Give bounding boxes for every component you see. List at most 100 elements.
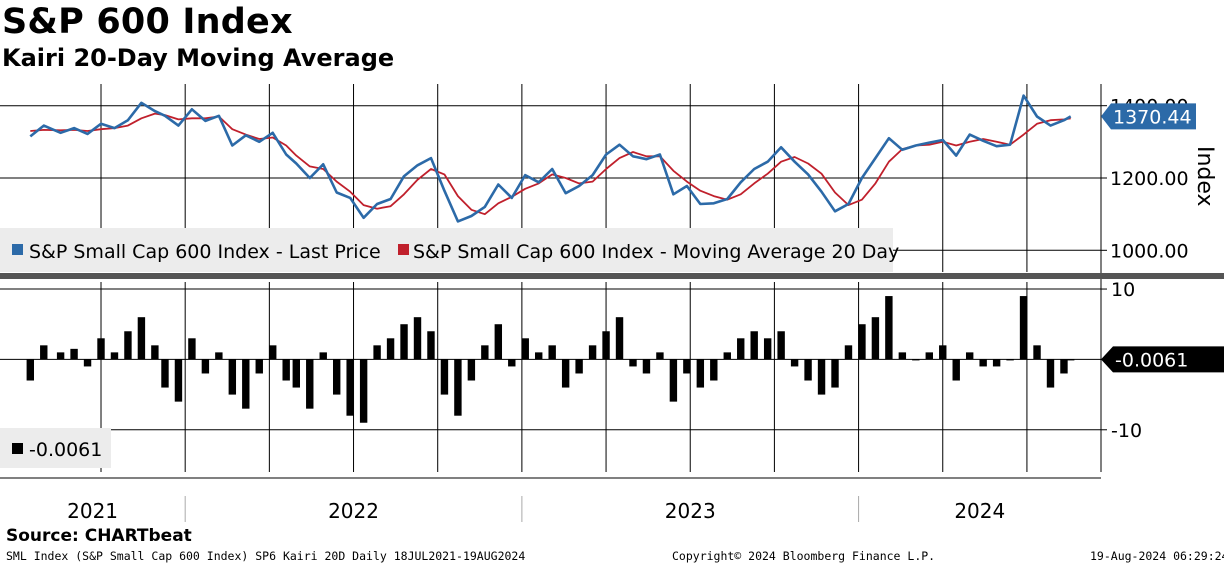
kairi-bar — [696, 359, 705, 388]
x-year-label: 2021 — [67, 499, 118, 523]
y-tick-label-top: 1200.00 — [1110, 168, 1189, 190]
kairi-bar — [561, 359, 570, 388]
kairi-bar — [467, 359, 476, 381]
kairi-bar — [242, 359, 250, 409]
last-kairi-tag — [1101, 346, 1224, 373]
chart-subtitle: Kairi 20-Day Moving Average — [2, 44, 395, 72]
kairi-bar — [188, 338, 196, 360]
last-kairi-label: -0.0061 — [1115, 349, 1188, 371]
kairi-bar — [386, 338, 395, 360]
kairi-bar — [871, 317, 880, 360]
kairi-bar — [151, 345, 159, 360]
kairi-bar — [898, 352, 907, 360]
kairi-bar — [440, 359, 449, 395]
kairi-bar — [831, 359, 839, 388]
legend-label-kairi: -0.0061 — [29, 439, 102, 461]
kairi-bar — [1060, 359, 1068, 374]
legend-label-ma: S&P Small Cap 600 Index - Moving Average… — [413, 241, 899, 263]
kairi-bar — [521, 338, 529, 360]
kairi-bar — [228, 359, 237, 395]
kairi-bar — [269, 345, 277, 360]
kairi-bar — [925, 352, 933, 360]
kairi-bar — [124, 331, 132, 360]
kairi-bar — [359, 359, 368, 423]
kairi-bar — [26, 359, 35, 381]
y-tick-label-top: 1000.00 — [1110, 240, 1189, 262]
kairi-bar — [763, 338, 772, 360]
kairi-bar — [817, 359, 826, 395]
kairi-bar — [535, 352, 543, 360]
x-year-label: 2024 — [954, 499, 1005, 523]
moving-average-line — [30, 112, 1071, 216]
kairi-bar — [575, 359, 583, 374]
kairi-bar — [1046, 359, 1055, 388]
price-line — [29, 94, 1072, 223]
kairi-bar — [373, 345, 381, 360]
legend-swatch-price — [12, 244, 23, 255]
kairi-bar — [858, 324, 866, 360]
kairi-bar — [292, 359, 300, 388]
kairi-bar — [427, 331, 435, 360]
kairi-bar — [939, 345, 947, 360]
kairi-bar — [629, 359, 637, 367]
kairi-bar — [1033, 345, 1041, 360]
kairi-bar — [710, 359, 718, 381]
kairi-bar — [110, 352, 119, 360]
kairi-bar — [481, 345, 489, 360]
kairi-bar — [683, 359, 691, 374]
kairi-bar — [97, 338, 105, 360]
y-tick-label-bottom: 10 — [1111, 279, 1135, 301]
kairi-bar — [282, 359, 290, 381]
kairi-bar — [588, 345, 597, 360]
chart-title: S&P 600 Index — [2, 2, 293, 42]
legend-top — [0, 228, 893, 272]
last-price-label: 1370.44 — [1113, 106, 1192, 128]
kairi-bar — [656, 352, 664, 360]
kairi-bar — [201, 359, 210, 374]
kairi-bar — [602, 331, 610, 360]
kairi-bar — [979, 359, 987, 367]
kairi-bar — [255, 359, 263, 374]
kairi-bar — [1006, 359, 1014, 361]
kairi-bar — [161, 359, 169, 388]
kairi-bar — [737, 338, 745, 360]
kairi-bar — [885, 296, 893, 360]
kairi-bar — [642, 359, 651, 374]
last-price-tag — [1101, 103, 1196, 130]
footer-copyright: Copyright© 2024 Bloomberg Finance L.P. — [672, 549, 936, 563]
source-note: Source: CHARTbeat — [6, 526, 192, 546]
y-tick-label-bottom: -10 — [1111, 420, 1142, 442]
kairi-bar — [215, 352, 223, 360]
kairi-bar — [508, 359, 516, 367]
kairi-bar — [844, 345, 853, 360]
kairi-bar — [790, 359, 799, 367]
kairi-bar — [56, 352, 65, 360]
footer-left: SML Index (S&P Small Cap 600 Index) SP6 … — [6, 549, 526, 563]
kairi-bar — [346, 359, 354, 416]
kairi-bar — [723, 352, 731, 360]
y-axis-title: Index — [1192, 146, 1217, 207]
kairi-bar — [494, 324, 503, 360]
kairi-bar — [804, 359, 812, 381]
kairi-bar — [454, 359, 462, 416]
legend-swatch-ma — [398, 244, 409, 255]
kairi-bar — [912, 359, 920, 361]
kairi-bar — [669, 359, 678, 402]
kairi-bar — [750, 331, 758, 360]
kairi-bar — [174, 359, 183, 402]
kairi-bar — [332, 359, 341, 395]
kairi-bar — [965, 352, 974, 360]
kairi-bar — [777, 331, 785, 360]
kairi-bar — [319, 352, 327, 360]
kairi-bar — [952, 359, 960, 381]
legend-label-price: S&P Small Cap 600 Index - Last Price — [29, 241, 381, 263]
kairi-bar — [615, 317, 624, 360]
panel-divider — [0, 273, 1224, 279]
kairi-bar — [83, 359, 92, 367]
kairi-bar — [413, 317, 422, 360]
kairi-bar — [70, 348, 78, 360]
kairi-bar — [548, 345, 556, 360]
legend-swatch-kairi — [12, 443, 23, 454]
kairi-bar — [306, 359, 314, 409]
